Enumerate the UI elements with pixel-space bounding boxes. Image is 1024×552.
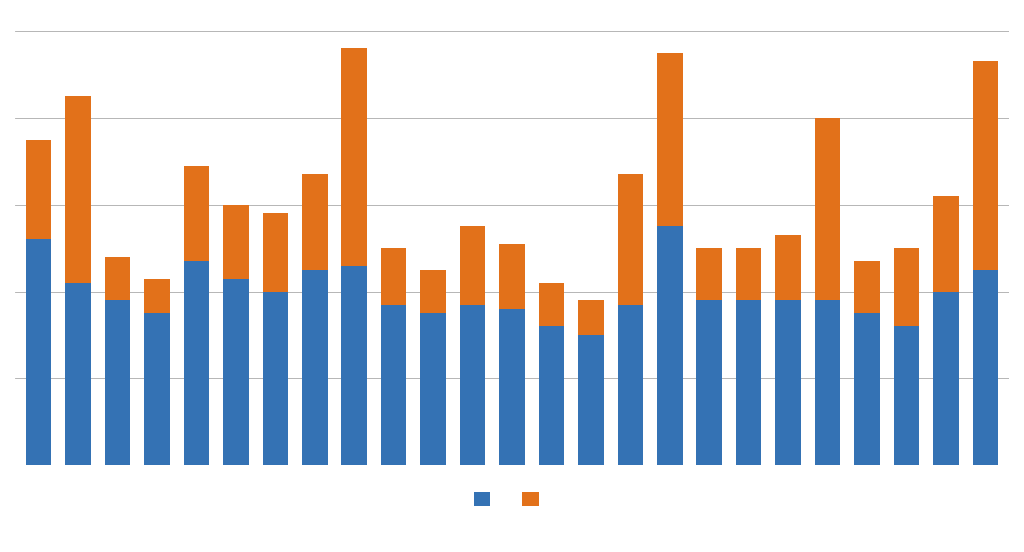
Bar	[460, 226, 485, 305]
Bar	[617, 174, 643, 305]
Bar	[183, 261, 209, 465]
Bar	[696, 248, 722, 300]
Bar	[775, 300, 801, 465]
Bar	[499, 244, 525, 309]
Bar	[262, 291, 288, 465]
Bar	[420, 314, 445, 465]
Bar	[854, 314, 880, 465]
Bar	[736, 300, 762, 465]
Bar	[933, 196, 958, 291]
Bar	[302, 270, 328, 465]
Bar	[104, 257, 130, 300]
Bar	[894, 248, 920, 326]
Legend: , : ,	[468, 486, 556, 512]
Bar	[144, 279, 170, 314]
Bar	[736, 248, 762, 300]
Bar	[775, 235, 801, 300]
Bar	[657, 226, 683, 465]
Bar	[302, 174, 328, 270]
Bar	[579, 300, 604, 335]
Bar	[183, 166, 209, 261]
Bar	[66, 283, 91, 465]
Bar	[104, 300, 130, 465]
Bar	[579, 335, 604, 465]
Bar	[973, 61, 998, 270]
Bar	[617, 305, 643, 465]
Bar	[539, 283, 564, 326]
Bar	[894, 326, 920, 465]
Bar	[854, 261, 880, 314]
Bar	[381, 305, 407, 465]
Bar	[657, 52, 683, 226]
Bar	[223, 205, 249, 279]
Bar	[815, 118, 841, 300]
Bar	[144, 314, 170, 465]
Bar	[26, 140, 51, 240]
Bar	[262, 214, 288, 291]
Bar	[460, 305, 485, 465]
Bar	[66, 96, 91, 283]
Bar	[26, 240, 51, 465]
Bar	[973, 270, 998, 465]
Bar	[933, 291, 958, 465]
Bar	[696, 300, 722, 465]
Bar	[815, 300, 841, 465]
Bar	[499, 309, 525, 465]
Bar	[341, 49, 367, 266]
Bar	[420, 270, 445, 314]
Bar	[341, 266, 367, 465]
Bar	[539, 326, 564, 465]
Bar	[223, 279, 249, 465]
Bar	[381, 248, 407, 305]
